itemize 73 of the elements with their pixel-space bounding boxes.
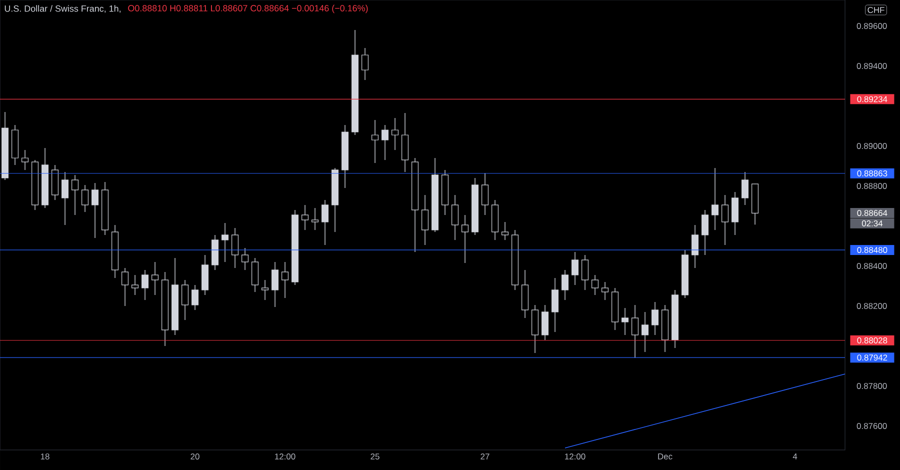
candlestick	[582, 254, 589, 290]
ref-line-label: 0.88028	[857, 337, 888, 344]
x-tick-label: 25	[370, 454, 380, 460]
y-tick-label: 0.87600	[856, 422, 887, 429]
candlestick	[572, 252, 579, 286]
candlestick	[192, 284, 199, 310]
text: 02:34	[862, 220, 883, 226]
ref-line-label: 0.88480	[857, 246, 888, 253]
candlestick	[692, 224, 699, 268]
candlestick	[222, 222, 229, 262]
candlestick	[602, 282, 609, 300]
x-tick-label: 27	[480, 454, 490, 460]
candlestick	[252, 258, 259, 292]
candlestick	[72, 174, 79, 216]
candlestick	[92, 182, 99, 238]
candlestick	[552, 278, 559, 332]
candlestick	[452, 194, 459, 240]
candlestick	[652, 302, 659, 336]
x-tick-label: Dec	[658, 454, 672, 460]
text: O0.88810 H0.88811 L0.88607 C0.88664 −0.00146 (−0.16%)	[128, 4, 368, 14]
y-tick-label: 0.89000	[856, 142, 887, 149]
x-tick-label: 12:00	[565, 454, 586, 460]
candlestick	[82, 184, 89, 212]
candlestick	[322, 200, 329, 246]
candlestick	[152, 262, 159, 296]
candlestick	[392, 118, 399, 150]
candlestick	[712, 168, 719, 230]
candlestick	[632, 304, 639, 358]
candlestick	[592, 274, 599, 296]
candlestick	[262, 280, 269, 300]
candlestick	[242, 248, 249, 270]
candlestick	[312, 208, 319, 230]
candlestick	[232, 228, 239, 268]
candlestick	[132, 274, 139, 296]
candlestick	[122, 268, 129, 306]
candlestick	[372, 120, 379, 164]
text: CHF	[868, 7, 884, 13]
x-tick-label: 18	[40, 454, 50, 460]
candlestick	[362, 48, 369, 80]
ref-line-label: 0.87942	[857, 354, 888, 361]
candlestick	[272, 262, 279, 308]
y-tick-label: 0.89600	[856, 22, 887, 29]
candlestick	[182, 280, 189, 320]
candlestick	[462, 214, 469, 264]
x-tick-label: 12:00	[275, 454, 296, 460]
text: 0.88664	[857, 210, 888, 216]
candlestick	[622, 308, 629, 336]
candlestick	[732, 192, 739, 236]
ref-line-label: 0.88863	[857, 170, 888, 176]
text: U.S. Dollar / Swiss Franc, 1h,	[4, 5, 120, 13]
candlestick	[482, 172, 489, 216]
x-tick-label: 4	[792, 454, 798, 460]
candlestick	[62, 172, 69, 226]
candlestick	[722, 194, 729, 246]
candlestick	[502, 222, 509, 240]
candlestick	[542, 304, 549, 340]
candlestick	[422, 194, 429, 246]
y-tick-label: 0.88200	[856, 302, 887, 309]
y-tick-label: 0.89400	[856, 62, 887, 69]
y-tick-label: 0.88800	[856, 182, 887, 189]
candlestick	[142, 270, 149, 300]
y-tick-label: 0.88400	[856, 262, 887, 269]
x-tick-label: 20	[190, 454, 200, 460]
candlestick	[22, 150, 29, 170]
ref-line-label: 0.89234	[857, 96, 888, 102]
candlestick	[702, 210, 709, 256]
candlestick	[382, 124, 389, 160]
candlestick	[562, 270, 569, 300]
candlestick	[742, 172, 749, 206]
candlestick	[302, 204, 309, 230]
candlestick	[642, 312, 649, 352]
candlestick	[282, 262, 289, 298]
y-tick-label: 0.87800	[856, 382, 887, 389]
